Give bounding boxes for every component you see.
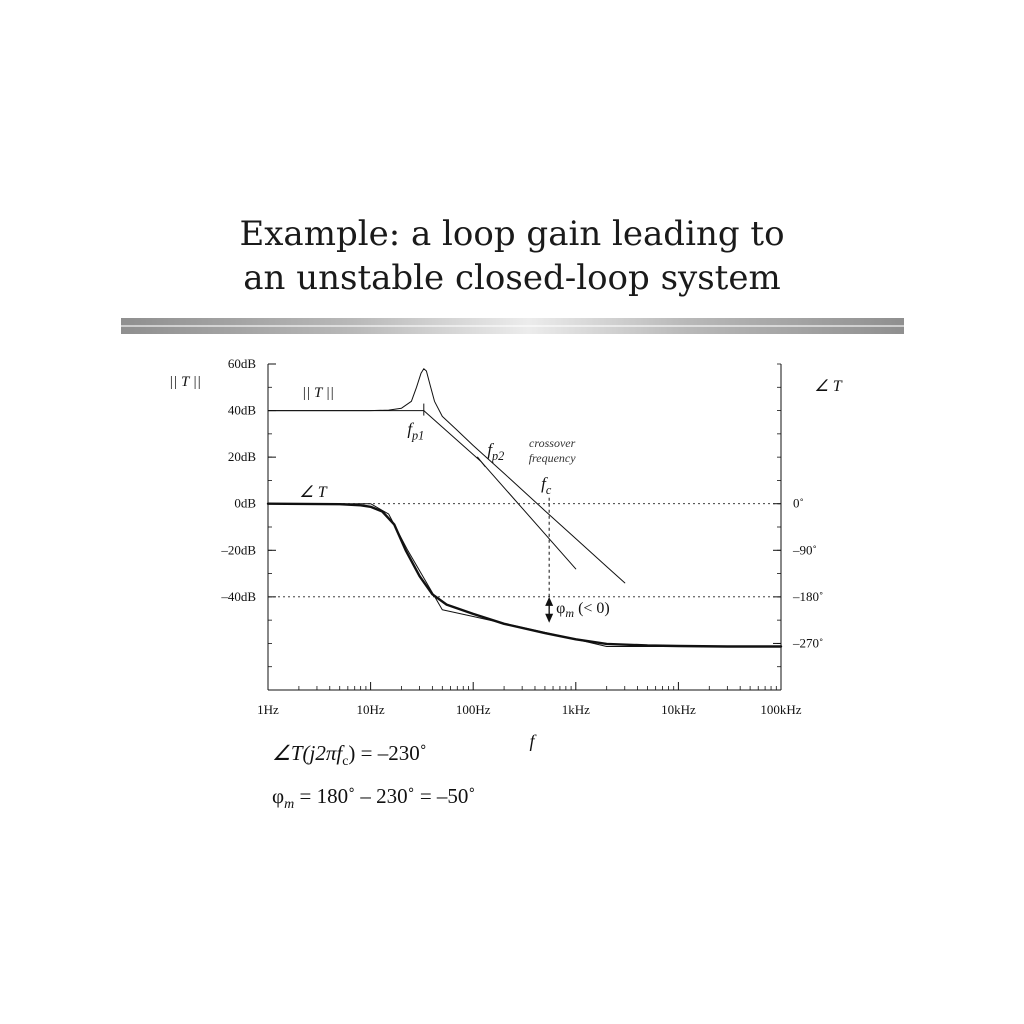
y-left-tick-label: –20dB xyxy=(220,542,256,557)
x-tick-label: 10Hz xyxy=(357,702,385,717)
title-divider-bar xyxy=(121,318,904,334)
equation-2-subscript: m xyxy=(284,797,295,813)
fc-label: fc xyxy=(541,474,552,497)
crossover-label-line-2: frequency xyxy=(529,451,577,465)
series-line-3 xyxy=(267,503,782,647)
y-left-tick-label: 60dB xyxy=(228,356,257,371)
series-line-0 xyxy=(267,368,626,584)
y-left-tick-label: –40dB xyxy=(220,589,256,604)
x-tick-label: 100Hz xyxy=(456,702,491,717)
equation-1-rhs: ) = –230˚ xyxy=(348,741,427,765)
series-line-1 xyxy=(267,410,577,570)
x-tick-label: 100kHz xyxy=(760,702,801,717)
equation-1-lhs: ∠T(j2πf xyxy=(272,741,343,765)
fp1-label: fp1 xyxy=(407,420,424,443)
equation-2-rhs: = 180˚ – 230˚ = –50˚ xyxy=(294,784,476,808)
y-axis-right-label: ∠ T xyxy=(814,378,842,395)
phase-margin-arrowhead-down xyxy=(545,613,554,623)
equation-1-subscript: c xyxy=(342,754,349,770)
phase-margin-label: φm (< 0) xyxy=(556,600,610,620)
series-line-2 xyxy=(266,502,783,648)
y-left-tick-label: 0dB xyxy=(234,496,256,511)
x-tick-label: 1kHz xyxy=(562,702,590,717)
y-right-tick-label: –90˚ xyxy=(792,542,817,557)
y-right-tick-label: –180˚ xyxy=(792,589,823,604)
crossover-label-line-1: crossover xyxy=(529,436,576,450)
y-right-tick-label: –270˚ xyxy=(792,635,823,650)
magnitude-curve-label: || T || xyxy=(302,385,334,401)
phase-curve-label: ∠ T xyxy=(299,484,327,501)
x-tick-label: 1Hz xyxy=(257,702,279,717)
slide-title: Example: a loop gain leading to an unsta… xyxy=(0,212,1024,300)
y-axis-left-label: || T || xyxy=(169,374,201,390)
equation-2-phi: φ xyxy=(272,784,285,808)
x-tick-label: 10kHz xyxy=(661,702,696,717)
equation-phase-at-crossover: ∠T(j2πfc) = –230˚ xyxy=(272,741,427,770)
y-right-tick-label: 0˚ xyxy=(793,496,804,511)
fp2-label: fp2 xyxy=(487,440,504,463)
slide-title-line-1: Example: a loop gain leading to xyxy=(239,214,785,254)
slide-title-line-2: an unstable closed-loop system xyxy=(243,258,781,298)
fp2-marker xyxy=(476,456,486,468)
equation-phase-margin: φm = 180˚ – 230˚ = –50˚ xyxy=(272,784,475,813)
phase-margin-arrowhead-up xyxy=(545,596,554,606)
x-axis-label: f xyxy=(529,731,537,751)
y-left-tick-label: 40dB xyxy=(228,403,257,418)
y-left-tick-label: 20dB xyxy=(228,449,257,464)
